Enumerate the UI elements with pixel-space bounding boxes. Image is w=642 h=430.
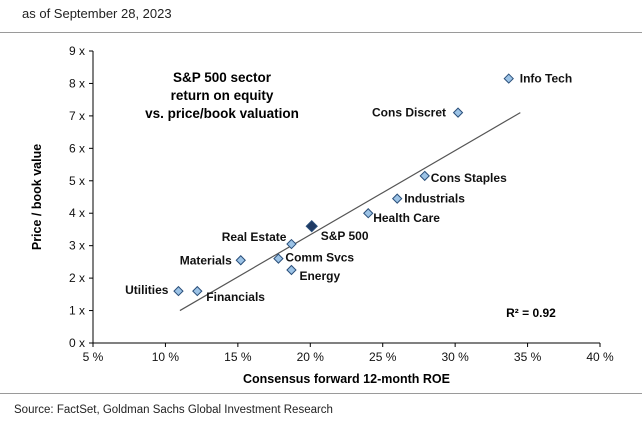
point-real-estate [286, 238, 297, 250]
trendline-layer [179, 112, 521, 312]
chart-title-line: return on equity [171, 88, 274, 103]
x-tick-label: 5 % [83, 350, 104, 364]
point-utilities [173, 285, 184, 297]
x-tick-label: 40 % [586, 350, 614, 364]
r-squared-annotation: R² = 0.92 [506, 306, 556, 320]
y-tick-label: 6 x [69, 141, 85, 155]
chart-titles-layer: S&P 500 sector return on equity vs. price/… [145, 70, 556, 320]
chart-title-line: S&P 500 sector [173, 70, 272, 85]
y-tick-label: 1 x [69, 304, 85, 318]
point-energy [286, 264, 297, 276]
point-comm-svcs [273, 253, 284, 264]
data-points-layer [173, 73, 514, 297]
label-cons-staples: Cons Staples [431, 171, 507, 185]
x-axis-title: Consensus forward 12-month ROE [243, 372, 450, 386]
y-tick-label: 8 x [69, 76, 85, 90]
label-materials: Materials [180, 253, 232, 267]
x-tick-label: 15 % [224, 350, 252, 364]
top-divider [0, 32, 642, 33]
label-cons-discret: Cons Discret [372, 106, 446, 120]
y-axis-title: Price / book value [30, 144, 44, 250]
point-industrials [391, 193, 403, 204]
date-note: as of September 28, 2023 [22, 6, 172, 21]
label-info-tech: Info Tech [520, 72, 572, 86]
point-sp-500 [305, 219, 318, 233]
point-materials [235, 255, 246, 266]
y-tick-label: 5 x [69, 174, 85, 188]
y-tick-label: 0 x [69, 336, 85, 350]
label-health-care: Health Care [373, 211, 440, 225]
point-health-care [363, 208, 374, 219]
point-cons-discret [452, 107, 464, 118]
label-sp-500: S&P 500 [321, 229, 369, 243]
y-tick-label: 4 x [69, 206, 85, 220]
point-labels-layer: Info Tech Cons Discret Cons Staples Industr… [125, 72, 572, 305]
label-comm-svcs: Comm Svcs [285, 251, 354, 265]
label-industrials: Industrials [404, 192, 465, 206]
source-note: Source: FactSet, Goldman Sachs Global In… [14, 404, 333, 416]
x-tick-label: 20 % [297, 350, 325, 364]
x-tick-label: 30 % [441, 350, 469, 364]
chart-title-line: vs. price/book valuation [145, 106, 299, 121]
y-tick-label: 7 x [69, 109, 85, 123]
label-real-estate: Real Estate [222, 230, 287, 244]
point-info-tech [503, 73, 514, 84]
y-tick-label: 2 x [69, 271, 85, 285]
y-tick-label: 3 x [69, 239, 85, 253]
chart-axes: 0 x 1 x 2 x 3 x 4 x 5 x 6 x 7 x 8 x 9 x 5 % 10 % 15 … [30, 44, 614, 386]
x-tick-label: 10 % [152, 350, 180, 364]
label-energy: Energy [299, 269, 340, 283]
label-utilities: Utilities [125, 283, 169, 297]
scatter-chart: 0 x 1 x 2 x 3 x 4 x 5 x 6 x 7 x 8 x 9 x 5 % 10 % 15 … [30, 44, 614, 386]
trendline [179, 112, 521, 312]
x-tick-label: 25 % [369, 350, 397, 364]
x-tick-label: 35 % [514, 350, 542, 364]
label-financials: Financials [206, 290, 265, 304]
point-cons-staples [419, 170, 430, 182]
y-tick-label: 9 x [69, 44, 85, 58]
point-financials [192, 285, 203, 297]
bottom-divider [0, 393, 642, 394]
